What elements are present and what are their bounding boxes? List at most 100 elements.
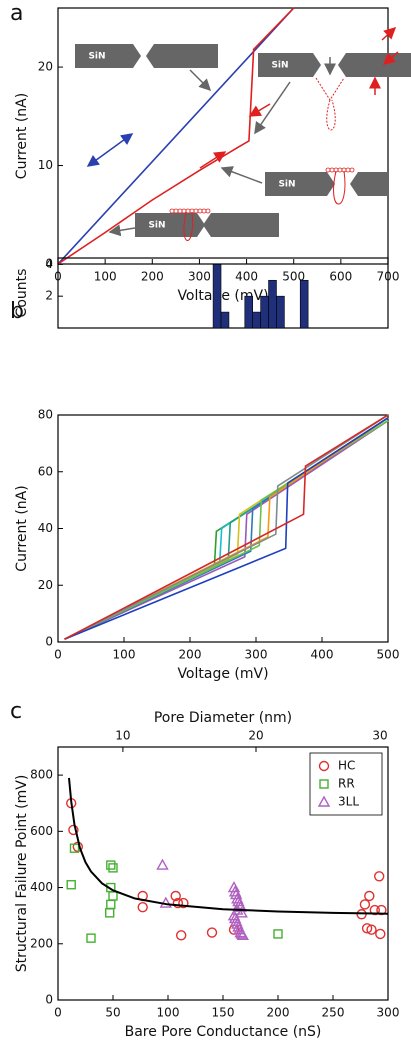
y-axis-label: Current (nA) <box>14 93 30 179</box>
x2-tick-label: 10 <box>115 729 130 743</box>
legend-label: HC <box>338 759 355 773</box>
membrane <box>338 53 411 77</box>
legend-label: 3LL <box>338 795 359 809</box>
y-tick-label: 80 <box>38 408 53 422</box>
point <box>66 880 76 890</box>
panel-label: c <box>10 699 22 724</box>
y-axis-label: Structural Failure Point (mV) <box>14 775 30 973</box>
membrane-label: SiN <box>88 52 105 62</box>
x-tick-label: 500 <box>377 648 400 662</box>
line <box>64 417 389 640</box>
point <box>156 858 169 870</box>
membrane <box>350 172 388 196</box>
dna-loop <box>315 77 345 131</box>
bead <box>185 208 191 214</box>
x-tick-label: 200 <box>141 270 164 284</box>
bead <box>177 208 183 214</box>
point <box>364 890 375 902</box>
fit-curve <box>68 777 389 915</box>
bead <box>181 208 187 214</box>
point <box>108 863 118 873</box>
bead <box>173 208 179 214</box>
y-tick-label: 800 <box>30 768 53 782</box>
point <box>206 927 218 938</box>
legend-marker <box>319 779 329 789</box>
hist-bar <box>276 295 285 329</box>
arrow <box>86 149 111 167</box>
bead <box>197 208 203 214</box>
arrow <box>254 81 291 135</box>
bead <box>345 167 351 173</box>
membrane <box>75 44 141 68</box>
dna-loop <box>183 211 194 241</box>
y-tick-label: 600 <box>30 824 53 838</box>
arrow <box>108 224 136 237</box>
point <box>104 908 115 918</box>
x-tick-label: 200 <box>267 1006 290 1020</box>
membrane-label: SiN <box>278 180 295 190</box>
y-tick-label: 400 <box>30 880 53 894</box>
arrow <box>199 151 227 169</box>
membrane-label: SiN <box>271 61 288 71</box>
y-tick-label: 20 <box>38 578 53 592</box>
y-tick-label: 20 <box>38 60 53 74</box>
line <box>57 7 295 265</box>
y-tick-label: 0 <box>45 993 53 1007</box>
line <box>64 414 389 640</box>
x-tick-label: 400 <box>311 648 334 662</box>
point <box>108 891 118 901</box>
point <box>106 860 116 870</box>
y-axis-label: Current (nA) <box>14 485 30 571</box>
x-tick-label: 600 <box>329 270 352 284</box>
x-tick-label: 100 <box>113 648 136 662</box>
x-tick-label: 150 <box>212 1006 235 1020</box>
point <box>227 881 241 893</box>
hist-bar <box>212 264 222 329</box>
membrane <box>146 44 218 68</box>
membrane <box>203 213 279 237</box>
x-axis-label: Voltage (mV) <box>177 288 268 304</box>
bead <box>169 208 175 214</box>
line <box>64 417 389 640</box>
y-tick-label: 4 <box>45 257 53 271</box>
arrow <box>189 69 212 92</box>
y-tick-label: 2 <box>45 289 53 303</box>
point <box>175 930 187 941</box>
panel-label: b <box>10 299 24 324</box>
x2-tick-label: 30 <box>372 729 387 743</box>
y-tick-label: 0 <box>45 635 53 649</box>
line <box>64 414 389 640</box>
x-axis-label: Bare Pore Conductance (nS) <box>125 1024 322 1040</box>
point <box>236 928 249 941</box>
x-tick-label: 50 <box>105 1006 120 1020</box>
x-tick-label: 200 <box>179 648 202 662</box>
hist-bar <box>252 311 261 329</box>
x-tick-label: 300 <box>377 1006 400 1020</box>
x-tick-label: 250 <box>322 1006 345 1020</box>
point <box>369 904 380 916</box>
legend-label: RR <box>338 777 355 791</box>
y-tick-label: 200 <box>30 936 53 950</box>
x-tick-label: 100 <box>94 270 117 284</box>
x-tick-label: 0 <box>54 648 62 662</box>
point <box>178 897 189 909</box>
arrow <box>248 103 271 117</box>
point <box>170 890 181 902</box>
point <box>159 896 172 908</box>
y-tick-label: 0 <box>45 257 53 271</box>
y-tick-label: 40 <box>38 521 53 535</box>
x-axis-label: Voltage (mV) <box>177 666 268 682</box>
point <box>172 897 184 909</box>
panel-label: a <box>10 1 23 26</box>
x-tick-label: 300 <box>188 270 211 284</box>
point <box>375 928 386 940</box>
legend-marker <box>318 760 330 772</box>
arrow <box>220 166 263 184</box>
point <box>235 906 248 918</box>
point <box>137 902 148 913</box>
y-axis-label: Counts <box>14 269 30 318</box>
y-tick-label: 10 <box>38 158 53 172</box>
bead <box>193 208 199 214</box>
x-tick-label: 500 <box>282 270 305 284</box>
point <box>366 924 377 935</box>
